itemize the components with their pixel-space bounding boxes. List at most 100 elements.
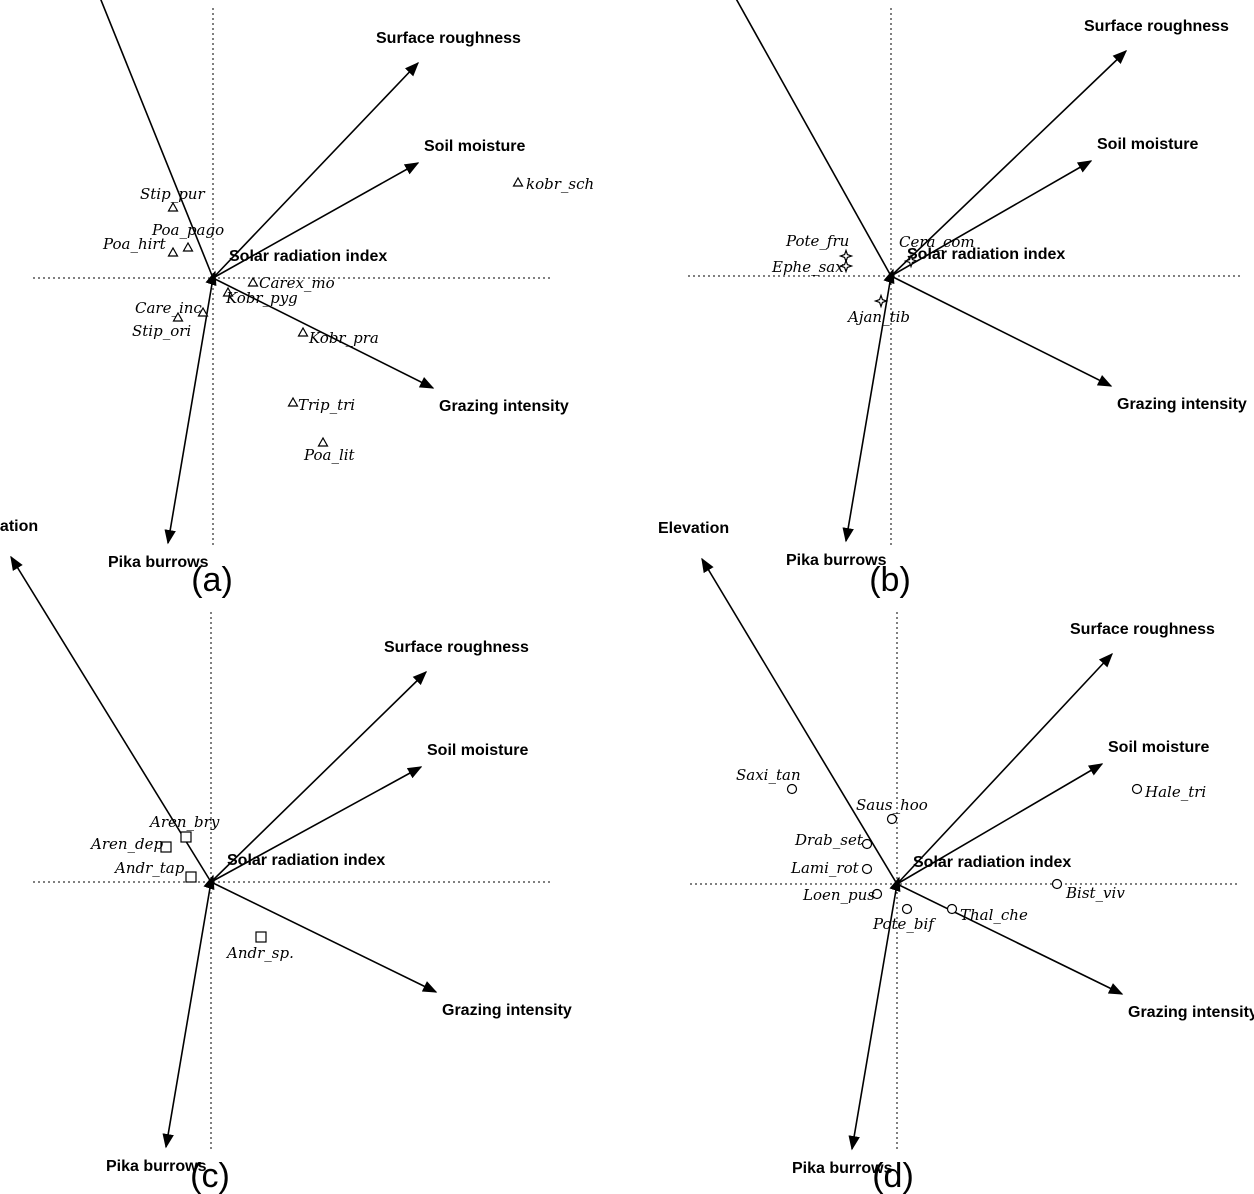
species-label-saxi-tan: Saxi_tan	[736, 766, 801, 784]
species-label-aren-dep: Aren_dep	[89, 835, 164, 853]
species-marker-poa-lit	[317, 436, 329, 447]
species-label-stip-ori: Stip_ori	[132, 322, 191, 340]
species-marker-trip-tri	[287, 396, 299, 407]
vector-label-elevation: Elevation	[658, 520, 729, 537]
vector-label-surface-roughness: Surface roughness	[1070, 621, 1215, 638]
vector-soil-moisture	[212, 162, 420, 279]
panel-c: Elevation Surface roughness Soil moisture S…	[0, 518, 572, 1194]
species-marker-poa-pago	[182, 241, 194, 252]
species-label-stip-pur: Stip_pur	[140, 185, 205, 203]
species-label-poa-hirt: Poa_hirt	[102, 235, 167, 253]
species-label-drab-set: Drab_set	[794, 831, 864, 849]
species-label-kobr-sch: kobr_sch	[526, 175, 594, 193]
vector-label-pika-burrows: Pika burrows	[108, 554, 209, 571]
species-marker-loen-pus	[871, 888, 883, 900]
species-marker-aren-bry	[180, 831, 192, 843]
species-marker-poa-hirt	[167, 246, 179, 257]
vector-label-grazing-intensity: Grazing intensity	[1128, 1004, 1254, 1021]
vector-surface-roughness	[212, 61, 419, 279]
vector-elevation	[100, 0, 214, 279]
vector-label-solar-radiation-index: Solar radiation index	[913, 854, 1071, 871]
vector-surface-roughness	[896, 652, 1113, 885]
vector-pika-burrows	[848, 883, 898, 1151]
species-label-poa-lit: Poa_lit	[303, 446, 356, 464]
vector-label-grazing-intensity: Grazing intensity	[1117, 396, 1247, 413]
vector-soil-moisture	[210, 766, 423, 883]
species-label-lami-rot: Lami_rot	[790, 859, 860, 877]
species-marker-ephe-sax	[838, 258, 854, 274]
species-marker-lami-rot	[861, 863, 873, 875]
vector-label-soil-moisture: Soil moisture	[424, 138, 525, 155]
species-marker-care-inc	[197, 306, 209, 317]
species-marker-bist-viv	[1051, 878, 1063, 890]
vector-grazing-intensity	[210, 881, 438, 993]
vector-label-soil-moisture: Soil moisture	[1097, 136, 1198, 153]
species-marker-saxi-tan	[786, 783, 798, 795]
vector-label-surface-roughness: Surface roughness	[376, 30, 521, 47]
species-marker-stip-ori	[172, 311, 184, 322]
species-label-andr-sp: Andr_sp.	[225, 944, 294, 962]
vector-label-soil-moisture: Soil moisture	[1108, 739, 1209, 756]
vector-label-pika-burrows: Pika burrows	[792, 1160, 893, 1177]
vector-label-elevation: Elevation	[0, 518, 38, 535]
panel-label: (c)	[190, 1157, 230, 1194]
species-label-care-inc: Care_inc	[135, 299, 202, 317]
species-marker-pote-bif	[901, 903, 913, 915]
species-label-poa-pago: Poa_pago	[151, 221, 224, 239]
vector-label-solar-radiation-index: Solar radiation index	[229, 248, 387, 265]
species-marker-ajan-tib	[873, 293, 889, 309]
species-label-carex-mo: Carex_mo	[259, 274, 335, 292]
species-label-loen-pus: Loen_pus	[802, 886, 875, 904]
species-marker-stip-pur	[167, 201, 179, 212]
species-marker-saus-hoo	[886, 813, 898, 825]
vector-grazing-intensity	[890, 275, 1113, 387]
species-marker-drab-set	[861, 838, 873, 850]
species-label-thal-che: Thal_che	[960, 906, 1028, 924]
species-marker-aren-dep	[160, 841, 172, 853]
vector-label-pika-burrows: Pika burrows	[786, 552, 887, 569]
species-label-bist-viv: Bist_viv	[1065, 884, 1125, 902]
vector-label-solar-radiation-index: Solar radiation index	[907, 246, 1065, 263]
species-marker-andr-tap	[185, 871, 197, 883]
species-label-pote-fru: Pote_fru	[785, 232, 849, 250]
species-label-cera-com: Cera_com	[899, 233, 975, 251]
vector-pika-burrows	[162, 881, 212, 1149]
species-label-trip-tri: Trip_tri	[298, 396, 355, 414]
vector-solar-radiation-index	[889, 876, 901, 893]
vector-surface-roughness	[890, 50, 1128, 277]
vector-label-grazing-intensity: Grazing intensity	[442, 1002, 572, 1019]
species-marker-thal-che	[946, 903, 958, 915]
vector-soil-moisture	[896, 763, 1104, 885]
vector-surface-roughness	[210, 670, 428, 883]
panel-d: Elevation Surface roughness Soil moisture S…	[658, 520, 1254, 1194]
vector-elevation	[701, 557, 898, 885]
vector-grazing-intensity	[212, 277, 435, 389]
species-label-kobr-pyg: Kobr_pyg	[225, 289, 298, 307]
vector-label-soil-moisture: Soil moisture	[427, 742, 528, 759]
vector-elevation	[10, 555, 212, 883]
species-marker-kobr-pyg	[222, 286, 234, 297]
species-label-hale-tri: Hale_tri	[1144, 783, 1206, 801]
species-label-pote-bif: Pote_bif	[872, 915, 936, 933]
panel-label: (b)	[869, 561, 911, 599]
species-label-aren-bry: Aren_bry	[148, 813, 220, 831]
species-marker-carex-mo	[247, 276, 259, 287]
vector-soil-moisture	[890, 160, 1093, 277]
panel-label: (d)	[872, 1157, 914, 1194]
species-marker-kobr-pra	[297, 326, 309, 337]
vector-grazing-intensity	[896, 883, 1124, 995]
species-marker-andr-sp	[255, 931, 267, 943]
vector-label-grazing-intensity: Grazing intensity	[439, 398, 569, 415]
vector-label-surface-roughness: Surface roughness	[1084, 18, 1229, 35]
species-label-ephe-sax: Ephe_sax	[771, 258, 844, 276]
vector-label-solar-radiation-index: Solar radiation index	[227, 852, 385, 869]
vector-solar-radiation-index	[205, 270, 217, 287]
species-label-saus-hoo: Saus_hoo	[856, 796, 928, 814]
vector-elevation	[735, 0, 892, 277]
species-label-kobr-pra: Kobr_pra	[308, 329, 379, 347]
species-label-ajan-tib: Ajan_tib	[846, 308, 910, 326]
species-marker-kobr-sch	[512, 176, 524, 187]
